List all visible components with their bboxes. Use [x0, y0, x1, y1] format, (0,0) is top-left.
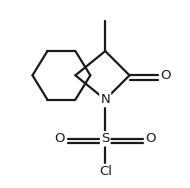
Text: O: O [54, 132, 65, 145]
Text: N: N [100, 93, 110, 106]
Text: Cl: Cl [99, 165, 112, 178]
Text: S: S [101, 132, 109, 145]
Text: O: O [146, 132, 156, 145]
Text: O: O [161, 69, 171, 82]
